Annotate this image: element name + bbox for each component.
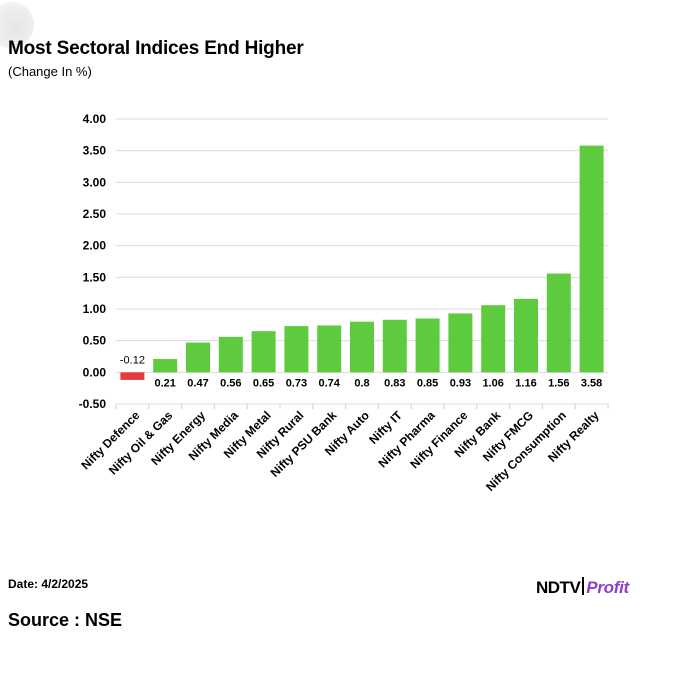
data-label: 0.73 — [286, 377, 307, 389]
bar — [448, 313, 473, 373]
bar-chart: 4.00 3.50 3.00 2.50 2.00 1.50 1.00 0.50 0.00 -0.5… — [78, 112, 609, 494]
bar — [284, 326, 309, 373]
y-tick-label: 2.50 — [83, 207, 107, 221]
bar — [481, 305, 506, 373]
bar — [186, 342, 210, 373]
data-label: 1.16 — [515, 377, 536, 389]
source-label: Source : NSE — [8, 610, 123, 630]
bar — [317, 325, 342, 373]
data-label: 0.47 — [187, 377, 208, 389]
data-label: 0.85 — [417, 377, 438, 389]
ndtv-profit-logo: NDTV Profit — [536, 577, 629, 597]
bar — [350, 321, 374, 373]
data-label: 1.06 — [482, 377, 503, 389]
bar — [120, 372, 145, 380]
bar — [415, 318, 440, 373]
bar — [382, 319, 407, 373]
bar — [579, 145, 604, 373]
y-tick-label: 1.50 — [83, 270, 107, 284]
data-label: 3.58 — [581, 377, 602, 389]
chart-subtitle: (Change In %) — [8, 64, 92, 79]
data-label: 0.93 — [450, 377, 471, 389]
data-label: 1.56 — [548, 377, 569, 389]
y-tick-label: 0.50 — [83, 334, 107, 348]
y-tick-label: 3.50 — [83, 144, 107, 158]
bar — [546, 273, 571, 373]
data-label: 0.65 — [253, 377, 274, 389]
data-label: 0.74 — [318, 377, 340, 389]
y-tick-label: 4.00 — [83, 112, 107, 126]
bar — [153, 359, 178, 373]
y-tick-label: 2.00 — [83, 239, 107, 253]
data-label: -0.12 — [120, 354, 145, 366]
bar — [218, 336, 243, 373]
date-label: Date: 4/2/2025 — [8, 577, 89, 591]
data-label: 0.8 — [354, 377, 369, 389]
y-tick-label: 3.00 — [83, 175, 107, 189]
y-tick-label: -0.50 — [79, 397, 107, 411]
chart-title: Most Sectoral Indices End Higher — [8, 38, 304, 59]
data-label: 0.83 — [384, 377, 405, 389]
bar — [514, 298, 538, 373]
y-tick-label: 1.00 — [83, 302, 107, 316]
y-tick-label: 0.00 — [83, 365, 107, 379]
data-label: 0.21 — [154, 377, 175, 389]
data-label: 0.56 — [220, 377, 241, 389]
bar — [251, 331, 276, 373]
